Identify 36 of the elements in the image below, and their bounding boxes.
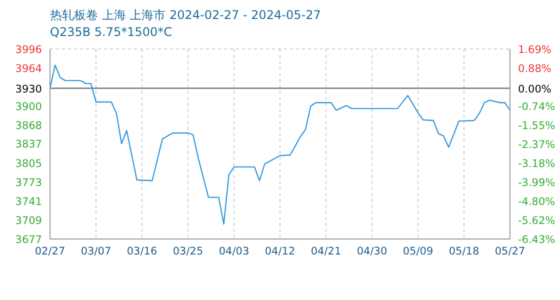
y2-tick-label: -3.99% (518, 176, 556, 189)
x-tick-label: 04/30 (356, 245, 388, 258)
chart-title: 热轧板卷 上海 上海市 2024-02-27 - 2024-05-27 (50, 7, 321, 24)
x-tick-label: 05/18 (448, 245, 480, 258)
y2-tick-label: 0.00% (518, 84, 552, 96)
y-tick-label: 3805 (15, 158, 42, 170)
y-tick-label: 3677 (15, 234, 42, 246)
y2-tick-label: -6.43% (518, 234, 556, 246)
y2-tick-label: -3.18% (518, 158, 556, 170)
y2-tick-label: 0.88% (518, 62, 552, 75)
y-tick-label: 3709 (15, 214, 42, 227)
x-tick-label: 05/09 (402, 245, 434, 258)
y-tick-label: 3741 (15, 196, 42, 208)
y-tick-label: 3837 (15, 138, 42, 151)
y-tick-label: 3996 (15, 44, 42, 56)
y2-tick-label: -4.80% (518, 196, 556, 208)
x-tick-label: 03/07 (80, 245, 112, 258)
y2-tick-label: -2.37% (518, 139, 556, 151)
y-tick-label: 3868 (15, 120, 42, 132)
y-tick-label: 3930 (15, 83, 42, 96)
x-tick-label: 03/16 (126, 245, 158, 258)
x-tick-label: 04/12 (264, 245, 296, 258)
x-tick-label: 02/27 (34, 245, 66, 258)
chart-subtitle: Q235B 5.75*1500*C (50, 25, 172, 39)
y2-tick-label: -0.74% (518, 100, 556, 113)
y2-tick-label: -1.55% (518, 120, 556, 132)
y-tick-label: 3900 (15, 101, 42, 114)
y-tick-label: 3964 (15, 63, 42, 76)
y2-tick-label: -5.62% (518, 215, 556, 228)
y2-tick-label: 1.69% (518, 44, 552, 56)
y-tick-label: 3773 (15, 176, 42, 189)
x-tick-label: 05/27 (494, 245, 526, 258)
x-tick-label: 04/03 (218, 245, 250, 258)
line-series (50, 64, 510, 225)
x-tick-label: 03/25 (172, 245, 204, 258)
x-tick-label: 04/21 (310, 245, 342, 258)
